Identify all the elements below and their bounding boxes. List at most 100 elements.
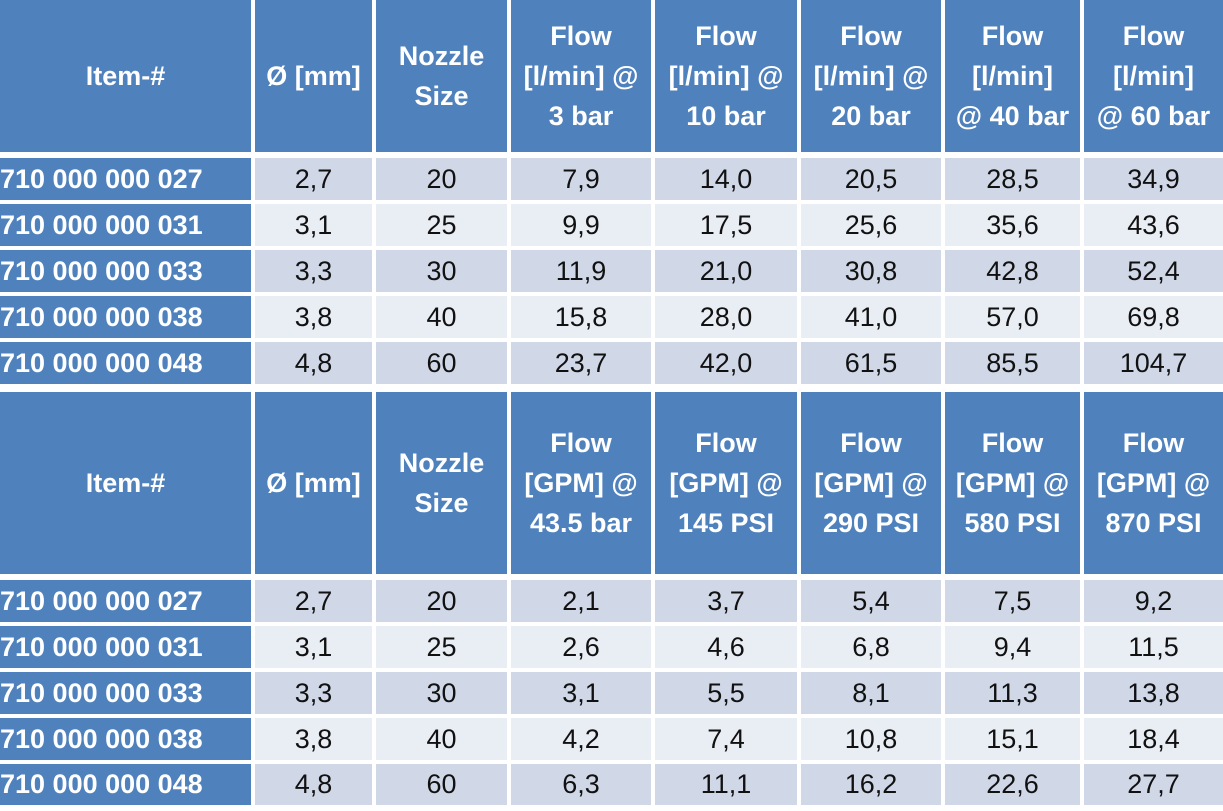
- flow-4-cell: 7,5: [945, 580, 1084, 626]
- column-header-flow-5: Flow [l/min] @ 60 bar: [1084, 0, 1223, 158]
- column-header-line: @ 60 bar: [1096, 101, 1211, 131]
- flow-1-cell: 2,6: [511, 626, 655, 672]
- item-number-cell: 710 000 000 048: [0, 764, 255, 809]
- flow-5-cell: 18,4: [1084, 718, 1223, 764]
- flow-1-cell: 11,9: [511, 250, 655, 296]
- column-header-line: Flow: [840, 21, 902, 51]
- flow-2-cell: 5,5: [655, 672, 801, 718]
- item-number-cell: 710 000 000 031: [0, 204, 255, 250]
- flow-4-cell: 42,8: [945, 250, 1084, 296]
- flow-3-cell: 41,0: [801, 296, 945, 342]
- column-header-line: 870 PSI: [1105, 508, 1202, 538]
- diameter-cell: 3,8: [255, 296, 376, 342]
- diameter-cell: 3,3: [255, 250, 376, 296]
- column-header-line: [l/min] @: [668, 61, 784, 91]
- column-header-item-number: Item-#: [0, 392, 255, 580]
- metric-header-row: Item-# Ø [mm] Nozzle Size Flow [l/min] @ 3 bar…: [0, 0, 1223, 158]
- flow-1-cell: 9,9: [511, 204, 655, 250]
- diameter-cell: 3,3: [255, 672, 376, 718]
- flow-2-cell: 3,7: [655, 580, 801, 626]
- flow-5-cell: 11,5: [1084, 626, 1223, 672]
- column-header-line: Flow: [981, 428, 1044, 458]
- diameter-cell: 4,8: [255, 764, 376, 809]
- table-row: 710 000 000 033 3,3 30 11,9 21,0 30,8 42,8 52,4: [0, 250, 1223, 296]
- flow-3-cell: 61,5: [801, 342, 945, 388]
- table-row: 710 000 000 048 4,8 60 6,3 11,1 16,2 22,6 27,7: [0, 764, 1223, 809]
- flow-3-cell: 16,2: [801, 764, 945, 809]
- column-header-line: 580 PSI: [964, 508, 1061, 538]
- column-header-flow-4: Flow [l/min] @ 40 bar: [945, 0, 1084, 158]
- flow-2-cell: 17,5: [655, 204, 801, 250]
- flow-3-cell: 8,1: [801, 672, 945, 718]
- diameter-cell: 3,8: [255, 718, 376, 764]
- flow-2-cell: 11,1: [655, 764, 801, 809]
- flow-1-cell: 2,1: [511, 580, 655, 626]
- flow-3-cell: 10,8: [801, 718, 945, 764]
- flow-3-cell: 25,6: [801, 204, 945, 250]
- column-header-nozzle-size: Nozzle Size: [376, 0, 511, 158]
- column-header-line: [GPM] @: [524, 468, 638, 498]
- diameter-cell: 4,8: [255, 342, 376, 388]
- column-header-line: 20 bar: [831, 101, 911, 131]
- column-header-diameter: Ø [mm]: [255, 392, 376, 580]
- flow-2-cell: 7,4: [655, 718, 801, 764]
- diameter-cell: 2,7: [255, 580, 376, 626]
- column-header-line: Flow: [840, 428, 902, 458]
- diameter-cell: 2,7: [255, 158, 376, 204]
- diameter-cell: 3,1: [255, 204, 376, 250]
- column-header-line: [GPM] @: [1096, 468, 1211, 498]
- column-header-item-number: Item-#: [0, 0, 255, 158]
- column-header-diameter: Ø [mm]: [255, 0, 376, 158]
- item-number-cell: 710 000 000 038: [0, 718, 255, 764]
- column-header-line: [l/min] @: [813, 61, 929, 91]
- flow-5-cell: 34,9: [1084, 158, 1223, 204]
- flow-5-cell: 27,7: [1084, 764, 1223, 809]
- table-row: 710 000 000 031 3,1 25 9,9 17,5 25,6 35,6 43,6: [0, 204, 1223, 250]
- diameter-cell: 3,1: [255, 626, 376, 672]
- column-header-line: [l/min] @: [523, 61, 639, 91]
- column-header-line: [GPM] @: [814, 468, 928, 498]
- column-header-flow-3: Flow [l/min] @ 20 bar: [801, 0, 945, 158]
- flow-4-cell: 28,5: [945, 158, 1084, 204]
- item-number-cell: 710 000 000 033: [0, 672, 255, 718]
- column-header-line: Item-#: [85, 468, 166, 498]
- metric-flow-table: Item-# Ø [mm] Nozzle Size Flow [l/min] @ 3 bar…: [0, 0, 1223, 388]
- nozzle-size-cell: 40: [376, 718, 511, 764]
- flow-4-cell: 9,4: [945, 626, 1084, 672]
- flow-3-cell: 5,4: [801, 580, 945, 626]
- column-header-flow-2: Flow [GPM] @ 145 PSI: [655, 392, 801, 580]
- nozzle-size-cell: 60: [376, 764, 511, 809]
- nozzle-size-cell: 20: [376, 158, 511, 204]
- column-header-line: [l/min]: [1113, 61, 1194, 91]
- flow-1-cell: 4,2: [511, 718, 655, 764]
- column-header-line: Flow: [550, 21, 612, 51]
- flow-2-cell: 42,0: [655, 342, 801, 388]
- column-header-line: 145 PSI: [677, 508, 775, 538]
- column-header-line: [l/min]: [972, 61, 1053, 91]
- flow-4-cell: 85,5: [945, 342, 1084, 388]
- column-header-line: 3 bar: [548, 101, 614, 131]
- column-header-line: 290 PSI: [822, 508, 920, 538]
- flow-1-cell: 3,1: [511, 672, 655, 718]
- flow-4-cell: 22,6: [945, 764, 1084, 809]
- flow-5-cell: 9,2: [1084, 580, 1223, 626]
- flow-2-cell: 4,6: [655, 626, 801, 672]
- flow-3-cell: 6,8: [801, 626, 945, 672]
- table-row: 710 000 000 038 3,8 40 4,2 7,4 10,8 15,1 18,4: [0, 718, 1223, 764]
- table-row: 710 000 000 027 2,7 20 2,1 3,7 5,4 7,5 9,2: [0, 580, 1223, 626]
- column-header-line: Flow: [1122, 21, 1185, 51]
- column-header-line: Size: [414, 81, 469, 111]
- column-header-nozzle-size: Nozzle Size: [376, 392, 511, 580]
- item-number-cell: 710 000 000 048: [0, 342, 255, 388]
- item-number-cell: 710 000 000 031: [0, 626, 255, 672]
- column-header-flow-1: Flow [GPM] @ 43.5 bar: [511, 392, 655, 580]
- item-number-cell: 710 000 000 033: [0, 250, 255, 296]
- table-row: 710 000 000 038 3,8 40 15,8 28,0 41,0 57,0 69,8: [0, 296, 1223, 342]
- nozzle-size-cell: 25: [376, 626, 511, 672]
- flow-4-cell: 57,0: [945, 296, 1084, 342]
- column-header-line: Nozzle: [398, 41, 485, 71]
- column-header-line: [GPM] @: [669, 468, 783, 498]
- column-header-line: [GPM] @: [955, 468, 1070, 498]
- nozzle-size-cell: 30: [376, 672, 511, 718]
- column-header-line: Flow: [550, 428, 612, 458]
